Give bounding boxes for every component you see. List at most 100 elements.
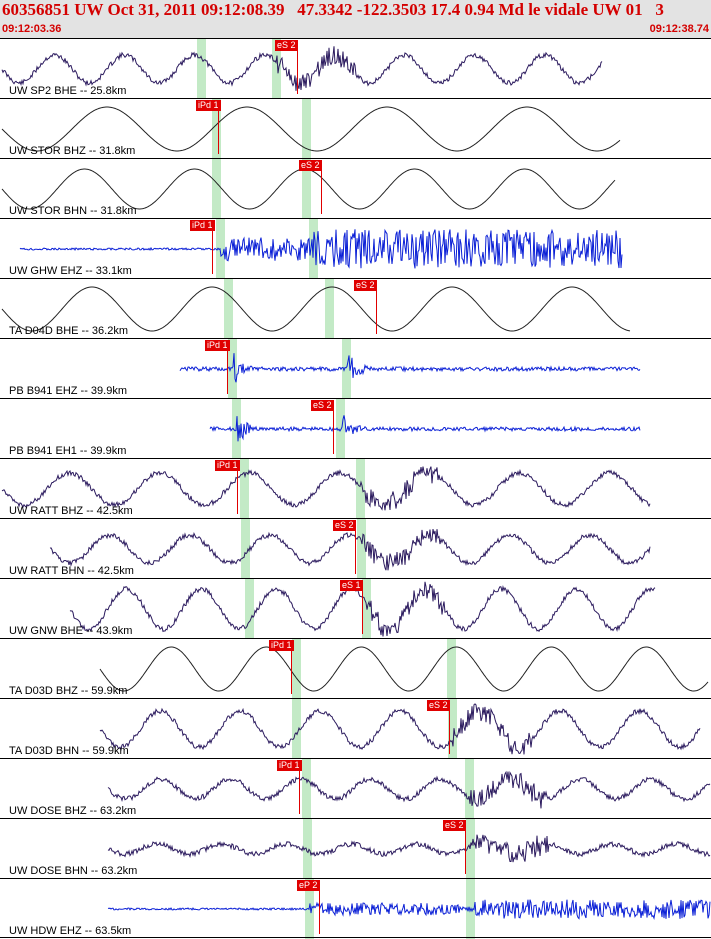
phase-pick-flag[interactable]: eP 2 [297, 880, 320, 891]
trace-label: PB B941 EHZ -- 39.9km [9, 385, 127, 397]
seismogram-trace[interactable]: iPd 1 UW GHW EHZ -- 33.1km [0, 218, 711, 279]
waveform [99, 703, 701, 755]
end-time: 09:12:38.74 [649, 23, 709, 35]
phase-pick-flag[interactable]: eS 2 [275, 40, 298, 51]
waveform [107, 770, 711, 809]
trace-label: UW RATT BHN -- 42.5km [9, 565, 134, 577]
phase-pick-line [237, 460, 238, 514]
s-pick-window [272, 39, 281, 99]
trace-label: UW GNW BHE -- 43.9km [9, 625, 133, 637]
seismogram-trace[interactable]: iPd 1 TA D03D BHZ -- 59.9km [0, 638, 711, 699]
waveform-line [107, 834, 711, 863]
waveform-line [1, 286, 631, 332]
seismogram-trace[interactable]: eS 2 UW DOSE BHN -- 63.2km [0, 818, 711, 879]
trace-label: UW HDW EHZ -- 63.5km [9, 925, 132, 937]
p-pick-window [302, 759, 311, 819]
waveform-line [209, 415, 641, 442]
seismogram-trace[interactable]: iPd 1 UW DOSE BHZ -- 63.2km [0, 758, 711, 819]
phase-pick-line [291, 640, 292, 694]
s-pick-window [302, 99, 311, 159]
phase-pick-line [227, 340, 228, 394]
phase-pick-flag[interactable]: iPd 1 [190, 220, 215, 231]
seismogram-trace[interactable]: iPd 1 PB B941 EHZ -- 39.9km [0, 338, 711, 399]
s-pick-window [466, 819, 475, 879]
trace-label: UW RATT BHZ -- 42.5km [9, 505, 133, 517]
seismogram-trace[interactable]: eS 2 UW SP2 BHE -- 25.8km [0, 38, 711, 99]
phase-pick-line [333, 400, 334, 454]
phase-pick-line [449, 700, 450, 754]
trace-label: UW STOR BHZ -- 31.8km [9, 145, 136, 157]
phase-pick-line [319, 880, 320, 934]
phase-pick-flag[interactable]: eS 2 [443, 820, 466, 831]
p-pick-window [303, 819, 312, 879]
phase-pick-flag[interactable]: iPd 1 [215, 460, 240, 471]
s-pick-window [336, 399, 345, 459]
trace-label: UW GHW EHZ -- 33.1km [9, 265, 132, 277]
phase-pick-line [218, 100, 219, 154]
phase-pick-flag[interactable]: eS 2 [311, 400, 334, 411]
p-pick-window [241, 519, 250, 579]
waveform [49, 529, 651, 571]
waveform [179, 353, 641, 383]
phase-pick-line [355, 520, 356, 574]
seismogram-trace[interactable]: eS 2 PB B941 EH1 -- 39.9km [0, 398, 711, 459]
phase-pick-line [297, 40, 298, 94]
phase-pick-flag[interactable]: iPd 1 [269, 640, 294, 651]
phase-pick-line [362, 580, 363, 634]
seismogram-trace[interactable]: eS 2 UW RATT BHN -- 42.5km [0, 518, 711, 579]
phase-pick-flag[interactable]: iPd 1 [277, 760, 302, 771]
phase-pick-line [212, 220, 213, 274]
waveform-line [1, 106, 621, 152]
seismogram-trace[interactable]: eS 2 UW STOR BHN -- 31.8km [0, 158, 711, 219]
seismogram-trace[interactable]: iPd 1 UW RATT BHZ -- 42.5km [0, 458, 711, 519]
waveform [1, 106, 621, 152]
seismogram-trace[interactable]: iPd 1 UW STOR BHZ -- 31.8km [0, 98, 711, 159]
phase-pick-line [465, 820, 466, 874]
phase-pick-flag[interactable]: iPd 1 [196, 100, 221, 111]
trace-label: TA D04D BHE -- 36.2km [9, 325, 128, 337]
seismogram-panel: eS 2 UW SP2 BHE -- 25.8km iPd 1 UW STOR BHZ… [0, 38, 711, 939]
trace-label: TA D03D BHZ -- 59.9km [9, 685, 128, 697]
waveform [107, 834, 711, 863]
trace-label: TA D03D BHN -- 59.9km [9, 745, 129, 757]
waveform [107, 899, 711, 921]
s-pick-window [356, 459, 365, 519]
waveform-line [99, 646, 709, 692]
p-pick-window [292, 639, 301, 699]
p-pick-window [245, 579, 254, 639]
waveform-line [107, 899, 711, 921]
start-time: 09:12:03.36 [2, 23, 62, 35]
phase-pick-flag[interactable]: eS 2 [427, 700, 450, 711]
phase-pick-flag[interactable]: eS 2 [299, 160, 322, 171]
s-pick-window [325, 279, 334, 339]
seismogram-trace[interactable]: eS 2 TA D04D BHE -- 36.2km [0, 278, 711, 339]
waveform [19, 228, 623, 269]
trace-label: PB B941 EH1 -- 39.9km [9, 445, 127, 457]
trace-label: UW DOSE BHZ -- 63.2km [9, 805, 137, 817]
seismogram-trace[interactable]: eS 1 UW GNW BHE -- 43.9km [0, 578, 711, 639]
phase-pick-flag[interactable]: eS 2 [333, 520, 356, 531]
seismogram-trace[interactable]: eS 2 TA D03D BHN -- 59.9km [0, 698, 711, 759]
waveform [1, 286, 631, 332]
event-header: 60356851 UW Oct 31, 2011 09:12:08.39 47.… [0, 0, 711, 38]
phase-pick-flag[interactable]: iPd 1 [205, 340, 230, 351]
trace-label: UW STOR BHN -- 31.8km [9, 205, 137, 217]
s-pick-window [342, 339, 351, 399]
s-pick-window [357, 519, 366, 579]
p-pick-window [212, 159, 221, 219]
phase-pick-flag[interactable]: eS 1 [340, 580, 363, 591]
phase-pick-flag[interactable]: eS 2 [354, 280, 377, 291]
seismogram-trace[interactable]: eP 2 UW HDW EHZ -- 63.5km [0, 878, 711, 939]
waveform [1, 466, 651, 511]
event-title: 60356851 UW Oct 31, 2011 09:12:08.39 47.… [2, 0, 664, 19]
waveform-line [107, 770, 711, 809]
s-pick-window [465, 759, 474, 819]
p-pick-window [224, 279, 233, 339]
p-pick-window [212, 99, 221, 159]
s-pick-window [302, 159, 311, 219]
phase-pick-line [321, 160, 322, 214]
p-pick-window [197, 39, 206, 99]
waveform-line [99, 703, 701, 755]
waveform-line [1, 466, 651, 511]
s-pick-window [447, 639, 456, 699]
